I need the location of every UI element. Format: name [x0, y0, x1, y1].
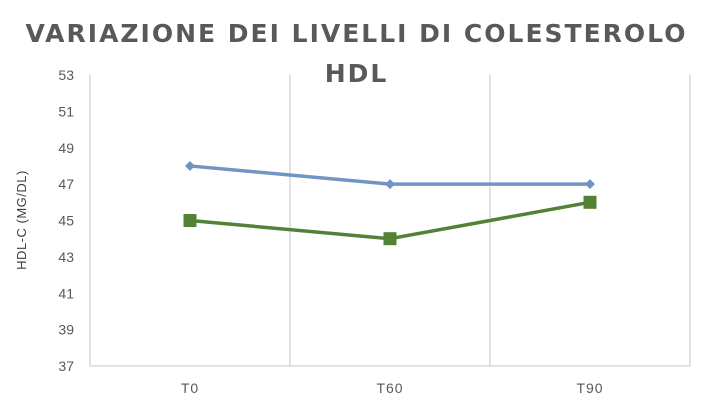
data-point-diamond — [585, 179, 595, 190]
data-point-diamond — [385, 179, 395, 190]
y-tick-label: 39 — [58, 322, 74, 338]
y-tick-label: 37 — [58, 358, 74, 374]
series-1 — [185, 160, 595, 190]
chart-title: VARIAZIONE DEI LIVELLI DI COLESTEROLO HD… — [25, 19, 688, 88]
y-axis-label: HDL-C (MG/DL) — [14, 170, 29, 270]
x-tick-label: T90 — [576, 380, 603, 396]
x-tick-label: T0 — [181, 380, 199, 396]
series-2 — [183, 195, 597, 246]
data-point-square — [583, 195, 597, 209]
y-tick-label: 43 — [58, 249, 74, 265]
y-tick-label: 53 — [58, 67, 74, 83]
data-point-square — [383, 232, 397, 246]
y-tick-label: 51 — [58, 103, 74, 119]
series-group — [183, 160, 597, 246]
y-tick-label: 47 — [58, 176, 74, 192]
y-tick-label: 45 — [58, 213, 74, 229]
y-tick-label: 49 — [58, 140, 74, 156]
grid-lines — [89, 75, 691, 366]
axes: 37 39 41 43 45 47 49 51 53 T0 T60 T90 — [58, 67, 690, 396]
data-point-square — [183, 214, 197, 227]
data-point-diamond — [185, 160, 195, 171]
x-tick-label: T60 — [376, 380, 403, 396]
y-tick-label: 41 — [58, 285, 74, 301]
